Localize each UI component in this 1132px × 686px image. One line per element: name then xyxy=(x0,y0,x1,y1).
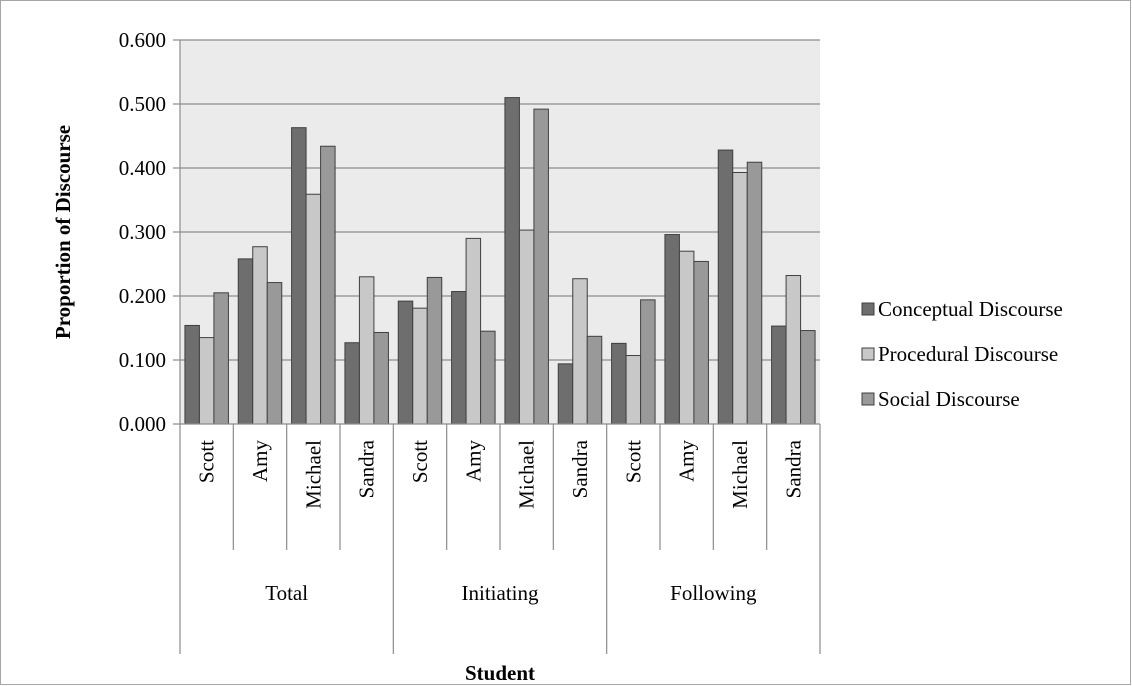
bar-social xyxy=(586,335,603,425)
x-category-label: Michael xyxy=(728,440,752,509)
bar-procedural xyxy=(518,229,535,425)
y-axis-title: Proportion of Discourse xyxy=(51,125,75,339)
x-category-label: Sandra xyxy=(568,439,592,498)
legend-label: Conceptual Discourse xyxy=(878,297,1063,321)
x-category-label: Michael xyxy=(301,440,325,509)
x-group-label: Following xyxy=(670,581,757,605)
bar-conceptual xyxy=(397,300,414,425)
bar-procedural xyxy=(358,276,375,425)
x-category-labels: Scott Amy Michael Sandra Scott Amy Michael Sand… xyxy=(195,439,806,508)
x-category-label: Sandra xyxy=(355,439,379,498)
bar-procedural xyxy=(465,237,482,425)
bar-procedural xyxy=(305,193,322,425)
x-group-label: Total xyxy=(265,581,308,605)
bar-social xyxy=(800,330,816,425)
bar-conceptual xyxy=(664,234,680,425)
bar-procedural xyxy=(785,275,802,425)
x-category-label: Amy xyxy=(248,440,272,483)
gridlines xyxy=(173,39,820,425)
bar-procedural xyxy=(572,278,588,425)
bar-social xyxy=(373,331,389,425)
bar-conceptual xyxy=(344,342,360,425)
bar-procedural xyxy=(252,246,268,425)
x-group-labels: Total Initiating Following xyxy=(265,581,757,605)
bar-social xyxy=(746,161,763,425)
y-tick-label: 0.000 xyxy=(119,412,166,436)
bar-social xyxy=(320,145,336,425)
bar-conceptual xyxy=(771,325,787,425)
bar-conceptual xyxy=(557,363,574,425)
x-category-label: Scott xyxy=(408,440,432,483)
bar-social xyxy=(533,108,549,425)
bar-conceptual xyxy=(611,342,627,425)
axes xyxy=(179,40,821,654)
x-category-label: Scott xyxy=(621,440,645,483)
legend-label: Social Discourse xyxy=(878,387,1020,411)
bar-conceptual xyxy=(184,324,200,425)
x-category-label: Michael xyxy=(515,440,539,509)
y-tick-labels: 0.000 0.100 0.200 0.300 0.400 0.500 0.600 xyxy=(119,28,166,436)
bar-conceptual xyxy=(717,149,734,425)
legend: Conceptual Discourse Procedural Discourse… xyxy=(861,297,1063,411)
x-category-label: Scott xyxy=(195,440,219,483)
bar-social xyxy=(640,299,656,425)
bar-conceptual xyxy=(237,258,254,425)
x-category-label: Amy xyxy=(461,440,485,483)
bar-procedural xyxy=(678,250,695,425)
y-tick-label: 0.300 xyxy=(119,220,166,244)
bar-conceptual xyxy=(451,291,467,425)
y-tick-label: 0.400 xyxy=(119,156,166,180)
bar-social xyxy=(213,292,229,425)
x-group-label: Initiating xyxy=(462,581,539,605)
x-category-label: Amy xyxy=(675,440,699,483)
bar-procedural xyxy=(732,171,748,425)
legend-swatch xyxy=(861,392,875,406)
y-tick-label: 0.600 xyxy=(119,28,166,52)
bar-procedural xyxy=(198,337,215,425)
legend-label: Procedural Discourse xyxy=(878,342,1058,366)
bar-social xyxy=(693,260,709,425)
y-tick-label: 0.100 xyxy=(119,348,166,372)
x-category-label: Sandra xyxy=(781,439,805,498)
bar-social xyxy=(266,282,283,425)
bar-procedural xyxy=(412,307,428,425)
bar-conceptual xyxy=(504,97,520,425)
bar-conceptual xyxy=(291,127,307,425)
legend-swatch xyxy=(861,347,875,361)
y-tick-label: 0.200 xyxy=(119,284,166,308)
bars xyxy=(184,97,816,425)
legend-swatch xyxy=(861,302,875,316)
bar-social xyxy=(426,276,443,425)
bar-procedural xyxy=(625,355,642,425)
bar-social xyxy=(480,330,496,425)
y-tick-label: 0.500 xyxy=(119,92,166,116)
x-axis-title: Student xyxy=(465,661,535,685)
